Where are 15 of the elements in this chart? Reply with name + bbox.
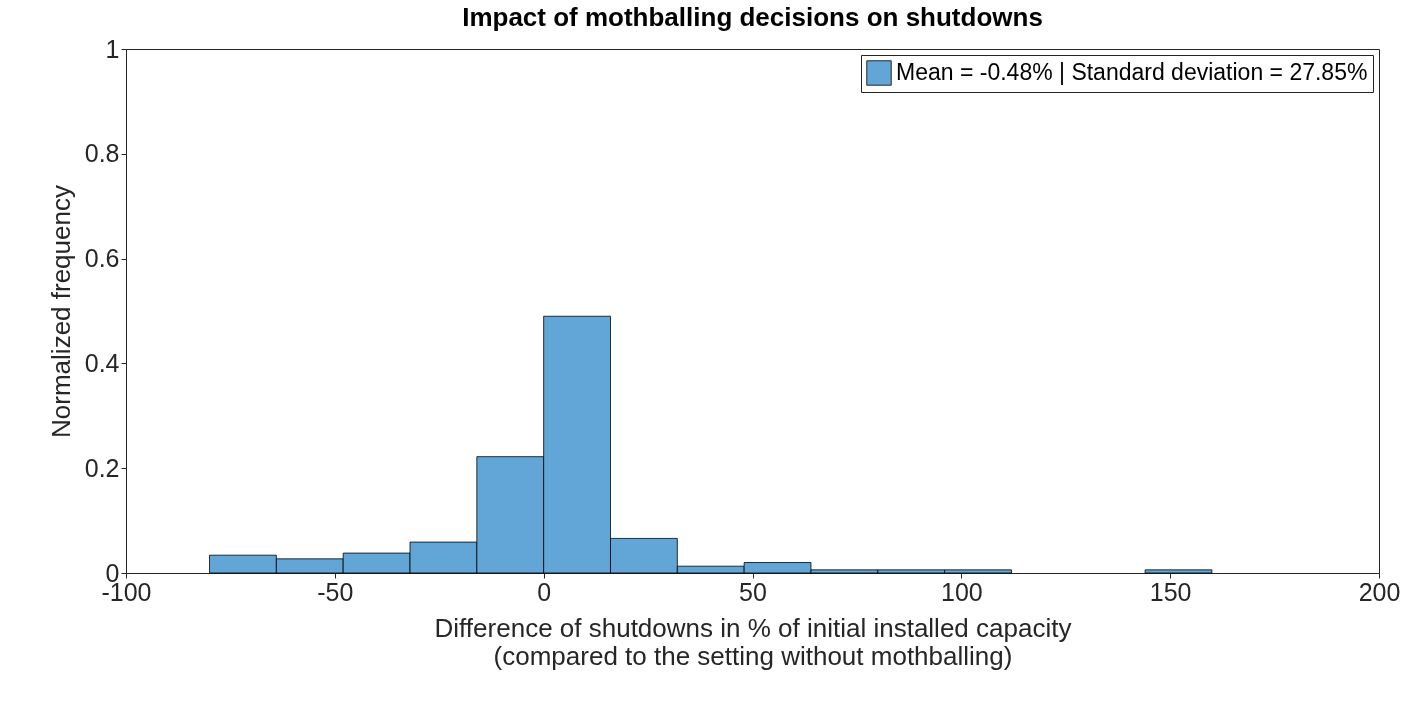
y-tick-label: 0.2	[84, 453, 120, 482]
x-axis-title: Difference of shutdowns in % of initial installed capacity (compared to the setting without mothballing)	[434, 612, 1072, 671]
x-tick-label: 100	[940, 577, 983, 606]
y-tick-label: 0.6	[84, 244, 120, 273]
y-tick-label: 1	[105, 34, 120, 63]
y-axis-title: Normalized frequency	[45, 185, 76, 438]
chart-title: Impact of mothballing decisions on shutdowns	[462, 2, 1043, 32]
y-tick-label: 0.8	[84, 139, 120, 168]
y-tick-label: 0.4	[84, 348, 120, 377]
legend-label: Mean = -0.48% | Standard deviation = 27.85%	[896, 59, 1368, 85]
x-tick-label: -50	[317, 577, 354, 606]
x-tick-label: 200	[1358, 577, 1401, 606]
x-tick-label: 150	[1149, 577, 1192, 606]
x-tick-label: 0	[537, 577, 552, 606]
x-tick-label: 50	[739, 577, 767, 606]
